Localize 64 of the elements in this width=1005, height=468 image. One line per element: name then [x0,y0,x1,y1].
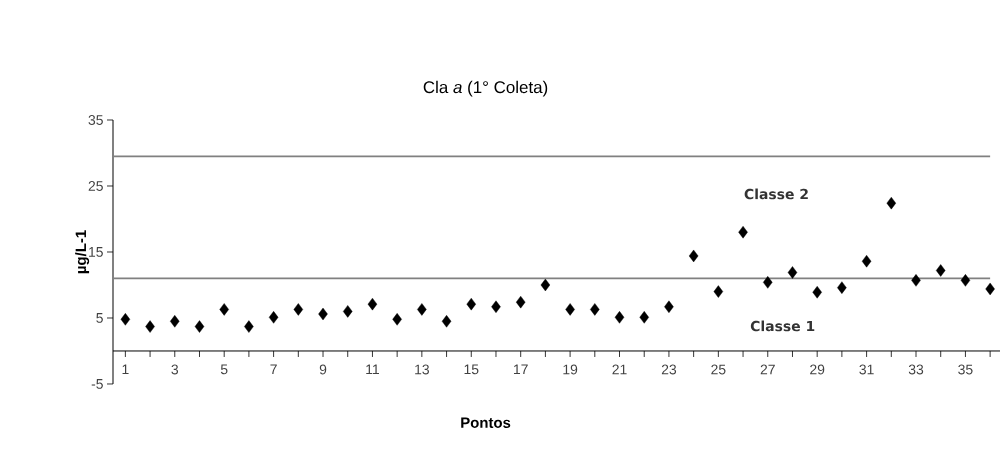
point [763,276,773,289]
point [367,297,378,311]
x-tick-label: 25 [711,364,726,375]
point [639,311,649,324]
x-tick-label: 29 [810,364,825,375]
x-tick-label: 27 [760,364,775,375]
y-tick-label: 25 [88,181,103,191]
x-tick-label: 7 [270,364,277,375]
x-tick-label: 19 [563,364,578,375]
x-tick-label: 1 [122,364,129,375]
y-tick-label: -5 [91,379,103,389]
point [540,278,551,292]
point [343,305,353,318]
point [837,281,847,294]
x-tick-label: 35 [958,364,973,375]
point [120,313,131,326]
x-tick-label: 17 [513,364,528,375]
y-tick-label: 35 [88,115,103,125]
point [787,266,798,279]
x-tick-label: 33 [908,364,924,375]
point [713,285,724,298]
point [219,303,229,316]
point [515,295,526,309]
point [812,286,822,299]
point [565,303,575,316]
x-axis-title: Pontos [461,417,511,428]
point [985,282,995,296]
point [194,320,205,333]
chart-title: Cla a (1° Coleta) [423,80,548,97]
point [738,225,748,239]
annotation: Classe 2 [744,188,808,200]
point [441,315,452,328]
annotation: Classe 1 [750,320,815,332]
point [170,315,180,328]
point [590,303,600,316]
point [614,311,625,324]
x-tick-label: 3 [171,364,179,375]
point [688,249,699,263]
point [392,313,402,326]
x-tick-label: 23 [661,364,677,375]
x-tick-label: 13 [415,364,429,375]
y-axis-title: µg/L-1 [75,230,90,274]
y-tick-label: 5 [96,313,103,323]
point [318,307,328,321]
point [886,196,896,210]
x-tick-label: 15 [464,364,479,375]
point [664,300,674,313]
point [936,264,946,277]
y-tick-label: 15 [89,247,103,257]
point [911,274,921,287]
x-tick-label: 9 [319,364,327,375]
x-tick-label: 5 [220,364,228,375]
x-tick-label: 31 [859,364,874,375]
point [466,297,476,311]
point [293,303,304,316]
point [491,300,501,313]
point [244,320,254,333]
point [960,274,971,287]
point [861,255,872,268]
x-tick-label: 21 [612,364,627,375]
point [268,311,279,324]
point [145,320,155,333]
point [417,303,427,316]
x-tick-label: 11 [366,364,379,375]
